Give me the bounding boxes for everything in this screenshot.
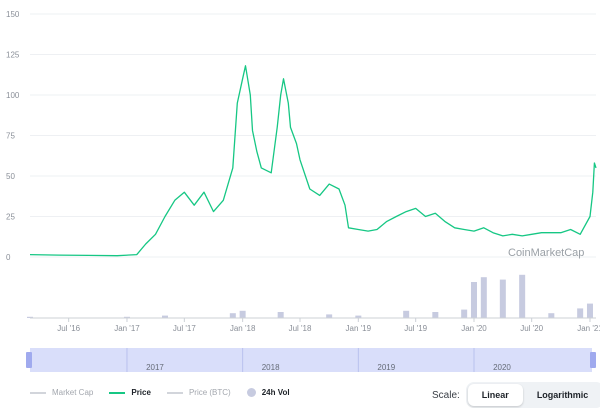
navigator-tick-label: 2020 — [493, 363, 511, 372]
legend-market-cap-label: Market Cap — [52, 388, 94, 397]
price-btc-swatch — [166, 391, 183, 394]
price-swatch — [109, 391, 126, 394]
volume-bar — [162, 315, 169, 318]
watermark: CoinMarketCap — [508, 247, 584, 259]
x-tick-label: Jul '19 — [404, 324, 427, 333]
x-tick-label: Jan '17 — [114, 324, 140, 333]
x-axis-ticks: Jul '16 Jan '17 Jul '17 Jan '18 Jul '18 Jan '… — [57, 318, 600, 333]
x-tick-label: Jan '18 — [230, 324, 256, 333]
y-tick-label: 0 — [6, 253, 11, 262]
legend-price-btc-label: Price (BTC) — [188, 388, 231, 397]
legend-volume-label: 24h Vol — [261, 388, 290, 397]
scale-toggle: Linear Logarithmic — [465, 382, 600, 408]
scale-logarithmic-button[interactable]: Logarithmic — [536, 390, 589, 400]
y-axis-ticks: 0 25 50 75 100 125 150 — [6, 10, 20, 262]
legend-price-btc[interactable]: Price (BTC) — [166, 388, 231, 397]
market-cap-swatch — [30, 391, 46, 394]
volume-bar — [123, 316, 130, 318]
y-tick-label: 100 — [6, 91, 20, 100]
y-tick-label: 125 — [6, 51, 20, 60]
volume-swatch — [246, 388, 256, 397]
navigator-tick-label: 2018 — [262, 363, 280, 372]
navigator-left-handle[interactable] — [26, 352, 32, 368]
x-tick-label: Jan '21 — [577, 324, 600, 333]
navigator[interactable]: 2017 2018 2019 2020 — [26, 348, 596, 372]
volume-bar — [326, 314, 333, 318]
price-series-line[interactable] — [29, 65, 597, 257]
volume-bar — [480, 277, 487, 318]
y-tick-label: 50 — [6, 172, 15, 181]
navigator-tick-label: 2017 — [146, 363, 164, 372]
volume-bar — [27, 316, 33, 318]
y-tick-label: 75 — [6, 132, 15, 141]
volume-bar — [229, 313, 236, 318]
scale-control: Scale: Linear Logarithmic — [432, 382, 600, 408]
legend-price[interactable]: Price — [109, 388, 151, 397]
legend-market-cap[interactable]: Market Cap — [30, 388, 93, 397]
volume-bar — [403, 310, 410, 318]
x-tick-label: Jul '18 — [289, 324, 312, 333]
navigator-range[interactable] — [30, 348, 592, 372]
navigator-ticks: 2017 2018 2019 2020 — [126, 348, 511, 372]
y-tick-label: 25 — [6, 213, 15, 222]
navigator-right-handle[interactable] — [590, 352, 596, 368]
grid-lines — [30, 13, 596, 258]
volume-bar — [432, 312, 439, 318]
volume-bar — [277, 312, 284, 318]
volume-bar — [577, 308, 584, 318]
volume-bar — [548, 313, 555, 318]
volume-bar — [461, 309, 468, 318]
chart-legend: Market Cap Price Price (BTC) 24h Vol — [30, 388, 306, 397]
volume-bar — [470, 282, 477, 318]
x-tick-label: Jul '16 — [57, 324, 80, 333]
scale-label: Scale: — [432, 389, 460, 401]
x-tick-label: Jul '20 — [520, 324, 543, 333]
volume-bar — [499, 279, 506, 318]
y-tick-label: 150 — [6, 10, 20, 19]
scale-linear-button[interactable]: Linear — [467, 384, 523, 406]
navigator-tick-label: 2019 — [377, 363, 395, 372]
volume-bars — [27, 274, 593, 318]
volume-bar — [586, 303, 593, 318]
volume-bar — [239, 310, 246, 318]
x-tick-label: Jan '20 — [461, 324, 487, 333]
legend-volume[interactable]: 24h Vol — [246, 388, 290, 397]
x-tick-label: Jul '17 — [173, 324, 196, 333]
volume-bar — [355, 315, 362, 318]
legend-price-label: Price — [131, 388, 151, 397]
volume-bar — [519, 274, 526, 318]
x-tick-label: Jan '19 — [346, 324, 372, 333]
